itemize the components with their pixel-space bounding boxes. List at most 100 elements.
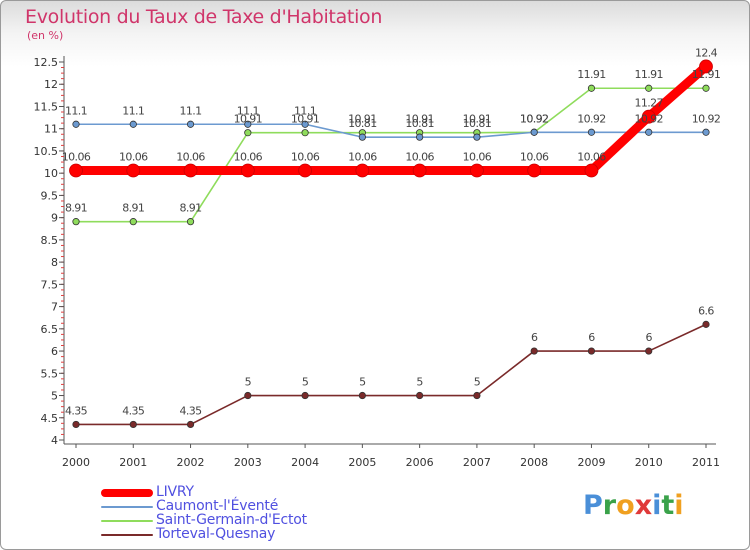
legend-label: LIVRY: [156, 484, 194, 500]
logo-letter: x: [634, 490, 653, 521]
data-label: 11.1: [294, 104, 316, 117]
data-point: [244, 391, 252, 400]
data-point: [183, 163, 198, 178]
data-point: [645, 347, 653, 355]
data-point: [129, 218, 137, 226]
y-tick-label: 4: [51, 434, 58, 447]
y-tick-label: 11: [44, 123, 58, 136]
x-tick-label: 2008: [520, 456, 548, 469]
data-point: [416, 133, 424, 141]
data-label: 10.92: [520, 112, 549, 125]
data-label: 10.06: [176, 151, 205, 164]
data-label: 6: [588, 331, 595, 344]
legend-swatch: [101, 489, 153, 497]
y-tick-label: 12: [44, 78, 58, 91]
data-label: 10.06: [62, 151, 91, 164]
data-point: [702, 320, 710, 328]
legend-swatch: [101, 506, 153, 508]
data-point: [412, 163, 427, 178]
x-tick-label: 2000: [62, 456, 90, 469]
data-label: 10.81: [348, 117, 377, 130]
data-point: [358, 133, 366, 141]
x-tick-label: 2011: [692, 456, 720, 469]
data-point: [69, 163, 83, 178]
data-label: 10.92: [692, 112, 721, 125]
chart-title: Evolution du Taux de Taxe d'Habitation: [25, 6, 383, 28]
data-point: [301, 391, 309, 400]
data-label: 5: [245, 376, 252, 389]
y-tick-label: 7.5: [41, 278, 59, 291]
logo-letter: P: [583, 490, 603, 521]
y-tick-label: 5: [51, 390, 58, 403]
series-line: [75, 123, 707, 138]
data-point: [645, 128, 653, 136]
data-point: [645, 84, 653, 92]
data-label: 10.91: [291, 113, 320, 126]
data-label: 11.1: [65, 104, 87, 117]
logo-letter: o: [616, 490, 635, 521]
data-point: [473, 133, 481, 141]
data-point: [129, 420, 137, 429]
y-tick-label: 6.5: [41, 323, 59, 336]
legend-entry: Caumont-l'Éventé: [101, 498, 421, 514]
legend-label: Torteval-Quesnay: [156, 526, 276, 542]
data-point: [186, 218, 195, 226]
data-point: [416, 391, 424, 400]
data-label: 5: [302, 376, 309, 389]
logo-letter: i: [674, 490, 684, 521]
y-tick-label: 7: [51, 301, 58, 314]
y-tick-label: 10: [44, 167, 58, 180]
data-label: 11.1: [179, 104, 201, 117]
proxiti-logo: Proxiti: [583, 490, 684, 521]
data-point: [301, 120, 309, 128]
legend-label: Saint-Germain-d'Ectot: [156, 512, 307, 528]
x-tick-label: 2009: [577, 456, 605, 469]
x-tick-label: 2007: [463, 456, 491, 469]
data-label: 11.91: [634, 68, 663, 81]
data-point: [527, 163, 542, 178]
data-label: 5: [416, 376, 423, 389]
data-point: [244, 129, 252, 137]
legend-entry: Torteval-Quesnay: [101, 526, 421, 542]
data-point: [358, 391, 366, 400]
y-tick-label: 12.5: [34, 56, 59, 69]
y-tick-label: 11.5: [34, 100, 59, 113]
data-label: 10.06: [463, 151, 492, 164]
data-point: [240, 163, 255, 178]
data-label: 8.91: [65, 202, 87, 215]
data-label: 10.06: [291, 151, 320, 164]
data-point: [301, 129, 309, 137]
data-label: 8.91: [122, 202, 144, 215]
data-point: [126, 163, 141, 178]
data-label: 6.6: [698, 304, 714, 317]
data-label: 10.91: [348, 113, 377, 126]
data-point: [587, 347, 596, 355]
data-point: [298, 163, 312, 178]
data-label: 11.91: [577, 68, 606, 81]
data-label: 4.35: [179, 404, 202, 417]
data-point: [702, 128, 710, 136]
data-label: 8.91: [179, 202, 201, 215]
y-tick-label: 8: [51, 256, 58, 269]
data-point: [530, 347, 538, 355]
data-label: 10.91: [234, 113, 263, 126]
data-point: [641, 109, 656, 124]
data-label: 10.06: [234, 151, 263, 164]
data-label: 5: [359, 376, 366, 389]
data-label: 10.92: [520, 112, 549, 125]
x-tick-label: 2006: [406, 456, 434, 469]
data-label: 12.4: [695, 46, 718, 59]
data-point: [470, 163, 484, 178]
legend-swatch: [101, 520, 153, 522]
legend-swatch: [101, 534, 153, 536]
y-tick-label: 10.5: [34, 145, 59, 158]
data-label: 10.06: [520, 151, 549, 164]
data-label: 10.06: [348, 151, 377, 164]
data-label: 10.81: [405, 117, 434, 130]
data-label: 4.35: [65, 404, 88, 417]
data-label: 11.91: [692, 68, 721, 81]
data-label: 6: [531, 331, 538, 344]
data-point: [587, 128, 596, 136]
legend-label: Caumont-l'Éventé: [156, 498, 279, 514]
